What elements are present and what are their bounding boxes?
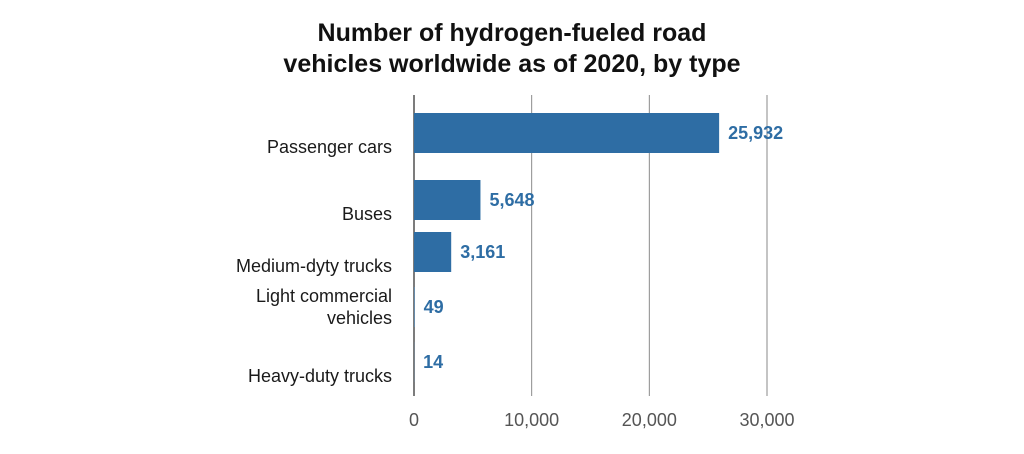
category-label: Passenger cars [267, 137, 392, 157]
x-tick-label: 20,000 [622, 410, 677, 430]
x-tick-label: 30,000 [739, 410, 794, 430]
category-label: Buses [342, 204, 392, 224]
x-tick-label: 0 [409, 410, 419, 430]
category-label: Medium-dyty trucks [236, 256, 392, 276]
bar [414, 287, 415, 327]
value-label: 5,648 [489, 190, 534, 210]
chart-title-line-2: vehicles worldwide as of 2020, by type [283, 50, 741, 78]
category-label: Light commercial [256, 286, 392, 306]
category-label: Heavy-duty trucks [248, 366, 392, 386]
category-label: vehicles [327, 308, 392, 328]
bar [414, 113, 720, 153]
chart-title-line-1: Number of hydrogen-fueled road [317, 19, 707, 47]
x-tick-label: 10,000 [504, 410, 559, 430]
chart-title: Number of hydrogen-fueled road vehicles … [0, 18, 1024, 80]
value-label: 14 [423, 352, 443, 372]
bar [414, 180, 481, 220]
bar [414, 232, 452, 272]
value-label: 3,161 [460, 242, 505, 262]
value-label: 49 [424, 297, 444, 317]
value-label: 25,932 [728, 123, 783, 143]
